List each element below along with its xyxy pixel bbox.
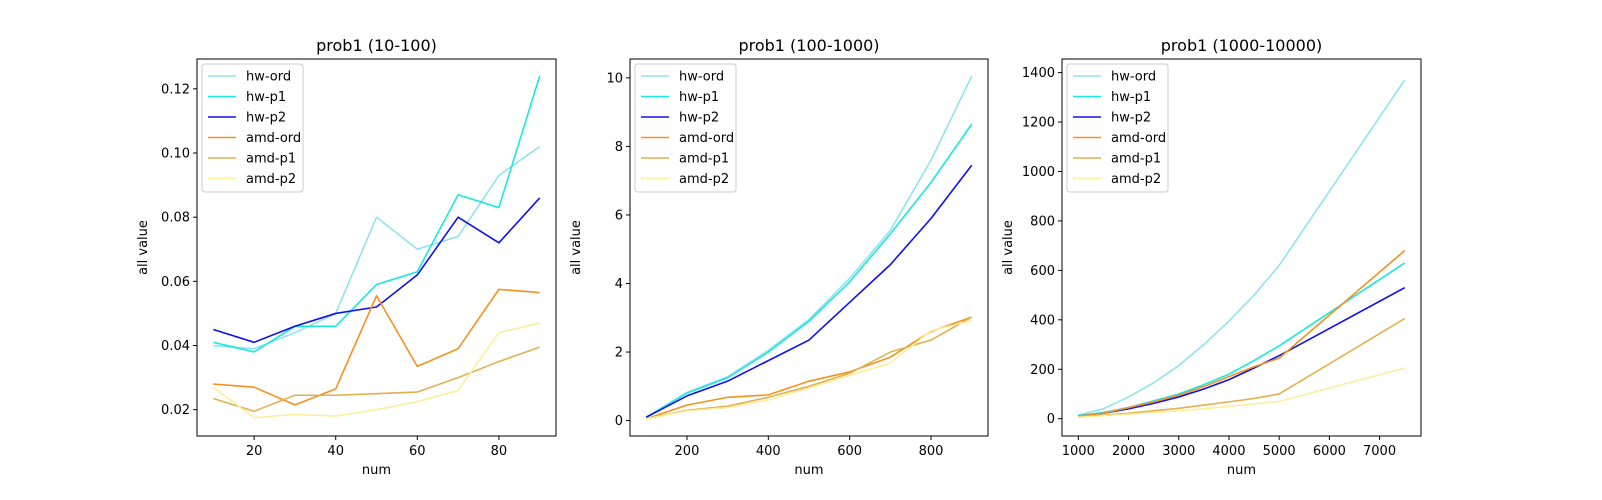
y-tick-label: 8 bbox=[615, 140, 623, 155]
y-tick-label: 0.08 bbox=[161, 211, 190, 226]
legend-label-amd-p1: amd-p1 bbox=[679, 152, 729, 167]
legend: hw-ord hw-p1 hw-p2 amd-ord amd-p1 amd-p2 bbox=[201, 63, 304, 193]
series-line-amd-p1 bbox=[213, 346, 540, 413]
legend-label-hw-ord: hw-ord bbox=[1111, 70, 1156, 85]
x-tick-label: 4000 bbox=[1212, 444, 1245, 459]
legend-label-amd-p2: amd-p2 bbox=[246, 172, 296, 187]
y-tick-label: 0 bbox=[615, 414, 623, 429]
axes-frame bbox=[629, 58, 989, 437]
x-tick-label: 40 bbox=[327, 444, 344, 459]
y-axis-label: all value bbox=[1001, 220, 1016, 275]
chart-title: prob1 (100-1000) bbox=[738, 36, 879, 55]
legend: hw-ord hw-p1 hw-p2 amd-ord amd-p1 amd-p2 bbox=[1066, 63, 1169, 193]
x-tick-label: 5000 bbox=[1263, 444, 1296, 459]
y-tick-label: 1200 bbox=[1022, 116, 1055, 131]
legend-label-amd-p1: amd-p1 bbox=[246, 152, 296, 167]
legend-label-hw-ord: hw-ord bbox=[246, 70, 291, 85]
series-line-amd-p2 bbox=[1078, 367, 1405, 419]
y-tick-label: 10 bbox=[606, 71, 623, 86]
y-axis-label: all value bbox=[136, 220, 151, 275]
legend: hw-ord hw-p1 hw-p2 amd-ord amd-p1 amd-p2 bbox=[634, 63, 737, 193]
x-tick-label: 3000 bbox=[1162, 444, 1195, 459]
x-tick-label: 800 bbox=[919, 444, 944, 459]
legend-label-amd-ord: amd-ord bbox=[679, 131, 734, 146]
y-tick-label: 400 bbox=[1030, 313, 1055, 328]
y-tick-label: 200 bbox=[1030, 363, 1055, 378]
series-group bbox=[212, 75, 541, 419]
series-line-hw-p2 bbox=[213, 197, 541, 344]
x-tick-label: 600 bbox=[837, 444, 862, 459]
series-line-amd-ord bbox=[213, 288, 540, 406]
series-line-amd-p2 bbox=[212, 322, 540, 419]
y-tick-label: 2 bbox=[615, 346, 623, 361]
legend-label-hw-p2: hw-p2 bbox=[679, 111, 719, 126]
legend-label-hw-p1: hw-p1 bbox=[246, 90, 286, 105]
series-group bbox=[645, 75, 973, 420]
x-axis-label: num bbox=[362, 463, 391, 478]
axes-frame bbox=[1061, 58, 1422, 437]
series-group bbox=[1078, 79, 1406, 419]
legend-label-amd-ord: amd-ord bbox=[1111, 131, 1166, 146]
y-axis-label: all value bbox=[569, 220, 584, 275]
y-tick-label: 0.10 bbox=[161, 147, 190, 162]
series-line-amd-ord bbox=[646, 316, 972, 420]
x-tick-label: 60 bbox=[409, 444, 426, 459]
y-tick-label: 6 bbox=[615, 208, 623, 223]
x-tick-label: 400 bbox=[756, 444, 781, 459]
legend-label-amd-ord: amd-ord bbox=[246, 131, 301, 146]
y-tick-label: 1400 bbox=[1022, 66, 1055, 81]
y-tick-label: 800 bbox=[1030, 214, 1055, 229]
chart-2: prob1 (100-1000) 200 400 600 800 0 2 4 6 8 10 num al… bbox=[569, 36, 989, 478]
chart-title: prob1 (10-100) bbox=[316, 36, 437, 55]
chart-3: prob1 (1000-10000)1000 2000 3000 4000 5000 60… bbox=[1001, 36, 1422, 478]
chart-title: prob1 (1000-10000) bbox=[1161, 36, 1322, 55]
axes-frame bbox=[196, 58, 557, 437]
x-axis-label: num bbox=[1227, 463, 1256, 478]
legend-label-hw-p1: hw-p1 bbox=[679, 90, 719, 105]
y-tick-label: 0.02 bbox=[161, 403, 190, 418]
series-line-amd-ord bbox=[1078, 249, 1406, 418]
x-tick-label: 6000 bbox=[1313, 444, 1346, 459]
legend-label-amd-p2: amd-p2 bbox=[1111, 172, 1161, 187]
series-line-hw-p2 bbox=[645, 164, 973, 418]
legend-label-amd-p1: amd-p1 bbox=[1111, 152, 1161, 167]
y-tick-label: 4 bbox=[615, 277, 623, 292]
series-line-hw-p1 bbox=[213, 75, 541, 353]
x-tick-label: 80 bbox=[491, 444, 508, 459]
x-axis-label: num bbox=[794, 463, 823, 478]
x-tick-label: 7000 bbox=[1363, 444, 1396, 459]
legend-label-hw-p2: hw-p2 bbox=[1111, 111, 1151, 126]
legend-label-hw-p2: hw-p2 bbox=[246, 111, 286, 126]
series-line-amd-p2 bbox=[646, 319, 972, 420]
x-tick-label: 20 bbox=[246, 444, 263, 459]
legend-label-amd-p2: amd-p2 bbox=[679, 172, 729, 187]
x-tick-label: 1000 bbox=[1062, 444, 1095, 459]
y-tick-label: 0.06 bbox=[161, 275, 190, 290]
legend-label-hw-ord: hw-ord bbox=[679, 70, 724, 85]
legend-label-hw-p1: hw-p1 bbox=[1111, 90, 1151, 105]
x-tick-label: 200 bbox=[675, 444, 700, 459]
y-tick-label: 0.12 bbox=[161, 82, 190, 97]
y-tick-label: 0 bbox=[1047, 412, 1055, 427]
series-line-hw-p1 bbox=[645, 123, 973, 418]
series-line-amd-p1 bbox=[1078, 317, 1406, 418]
x-tick-label: 2000 bbox=[1112, 444, 1145, 459]
series-line-hw-p1 bbox=[1078, 262, 1406, 417]
y-tick-label: 600 bbox=[1030, 264, 1055, 279]
series-line-amd-p1 bbox=[646, 316, 973, 420]
y-tick-label: 0.04 bbox=[161, 339, 190, 354]
series-line-hw-ord bbox=[1078, 79, 1406, 416]
chart-1: prob1 (10-100) 20 40 60 80 0.02 0.04 0.06 0.08 0.… bbox=[136, 36, 557, 478]
y-tick-label: 1000 bbox=[1022, 165, 1055, 180]
